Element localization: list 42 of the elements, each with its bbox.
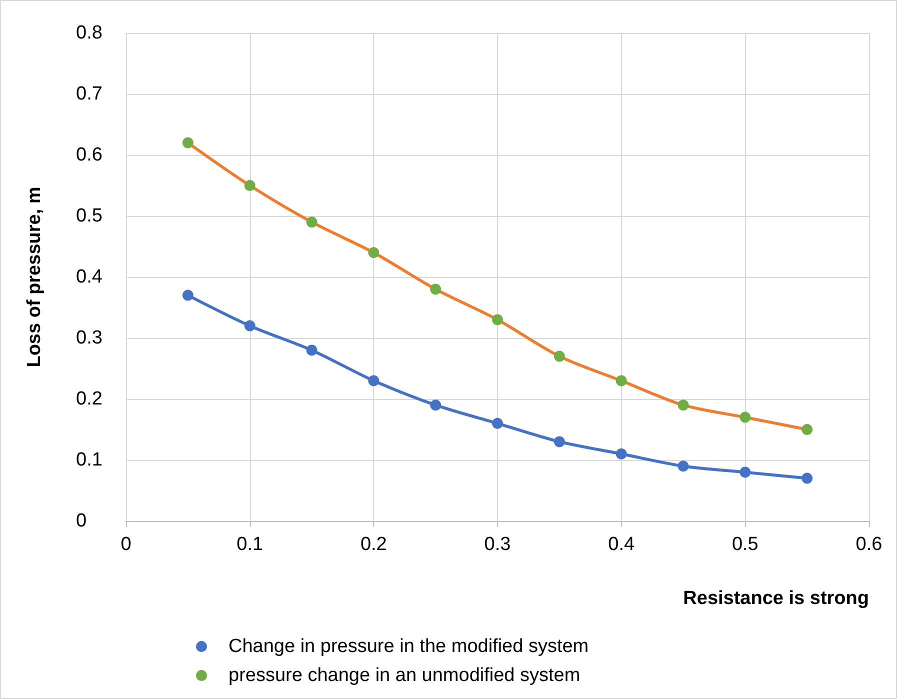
x-tick-label: 0.6: [856, 534, 882, 555]
point: [244, 180, 256, 191]
y-axis-title: Loss of pressure, m: [24, 186, 45, 368]
point: [740, 466, 751, 478]
x-tick-label: 0.5: [732, 534, 758, 555]
point: [616, 448, 627, 460]
point: [492, 418, 503, 429]
point: [802, 472, 813, 484]
point: [554, 436, 565, 448]
x-tick-label: 0.4: [608, 534, 635, 555]
point: [306, 344, 318, 356]
point: [554, 350, 565, 362]
y-tick-label: 0.8: [76, 22, 102, 44]
x-tick-label: 0: [120, 534, 132, 555]
point: [244, 320, 256, 332]
point: [740, 412, 751, 423]
point: [678, 400, 689, 411]
y-tick-label: 0.7: [76, 84, 102, 104]
y-tick-label: 0.4: [76, 266, 103, 288]
legend-label: pressure change in an unmodified system: [228, 665, 580, 686]
x-axis-title: Resistance is strong: [683, 588, 869, 609]
y-tick-label: 0.1: [76, 450, 102, 470]
y-tick-label: 0.2: [76, 388, 102, 410]
y-tick-label: 0.6: [76, 144, 102, 166]
point: [492, 314, 503, 326]
point: [182, 290, 194, 301]
point: [430, 284, 442, 295]
y-tick-label: 0.3: [76, 328, 102, 348]
x-tick-label: 0.2: [360, 534, 387, 555]
point: [802, 424, 813, 435]
point: [306, 216, 318, 228]
point: [678, 460, 689, 472]
x-tick-label: 0.3: [484, 534, 511, 555]
point: [368, 247, 380, 258]
y-tick-label: 0: [76, 510, 87, 532]
point: [430, 400, 442, 411]
y-tick-label: 0.5: [76, 206, 102, 226]
point: [616, 375, 627, 386]
x-tick-label: 0.1: [236, 534, 264, 555]
point: [182, 137, 194, 148]
point: [368, 375, 380, 386]
legend-label: Change in pressure in the modified system: [228, 636, 589, 657]
